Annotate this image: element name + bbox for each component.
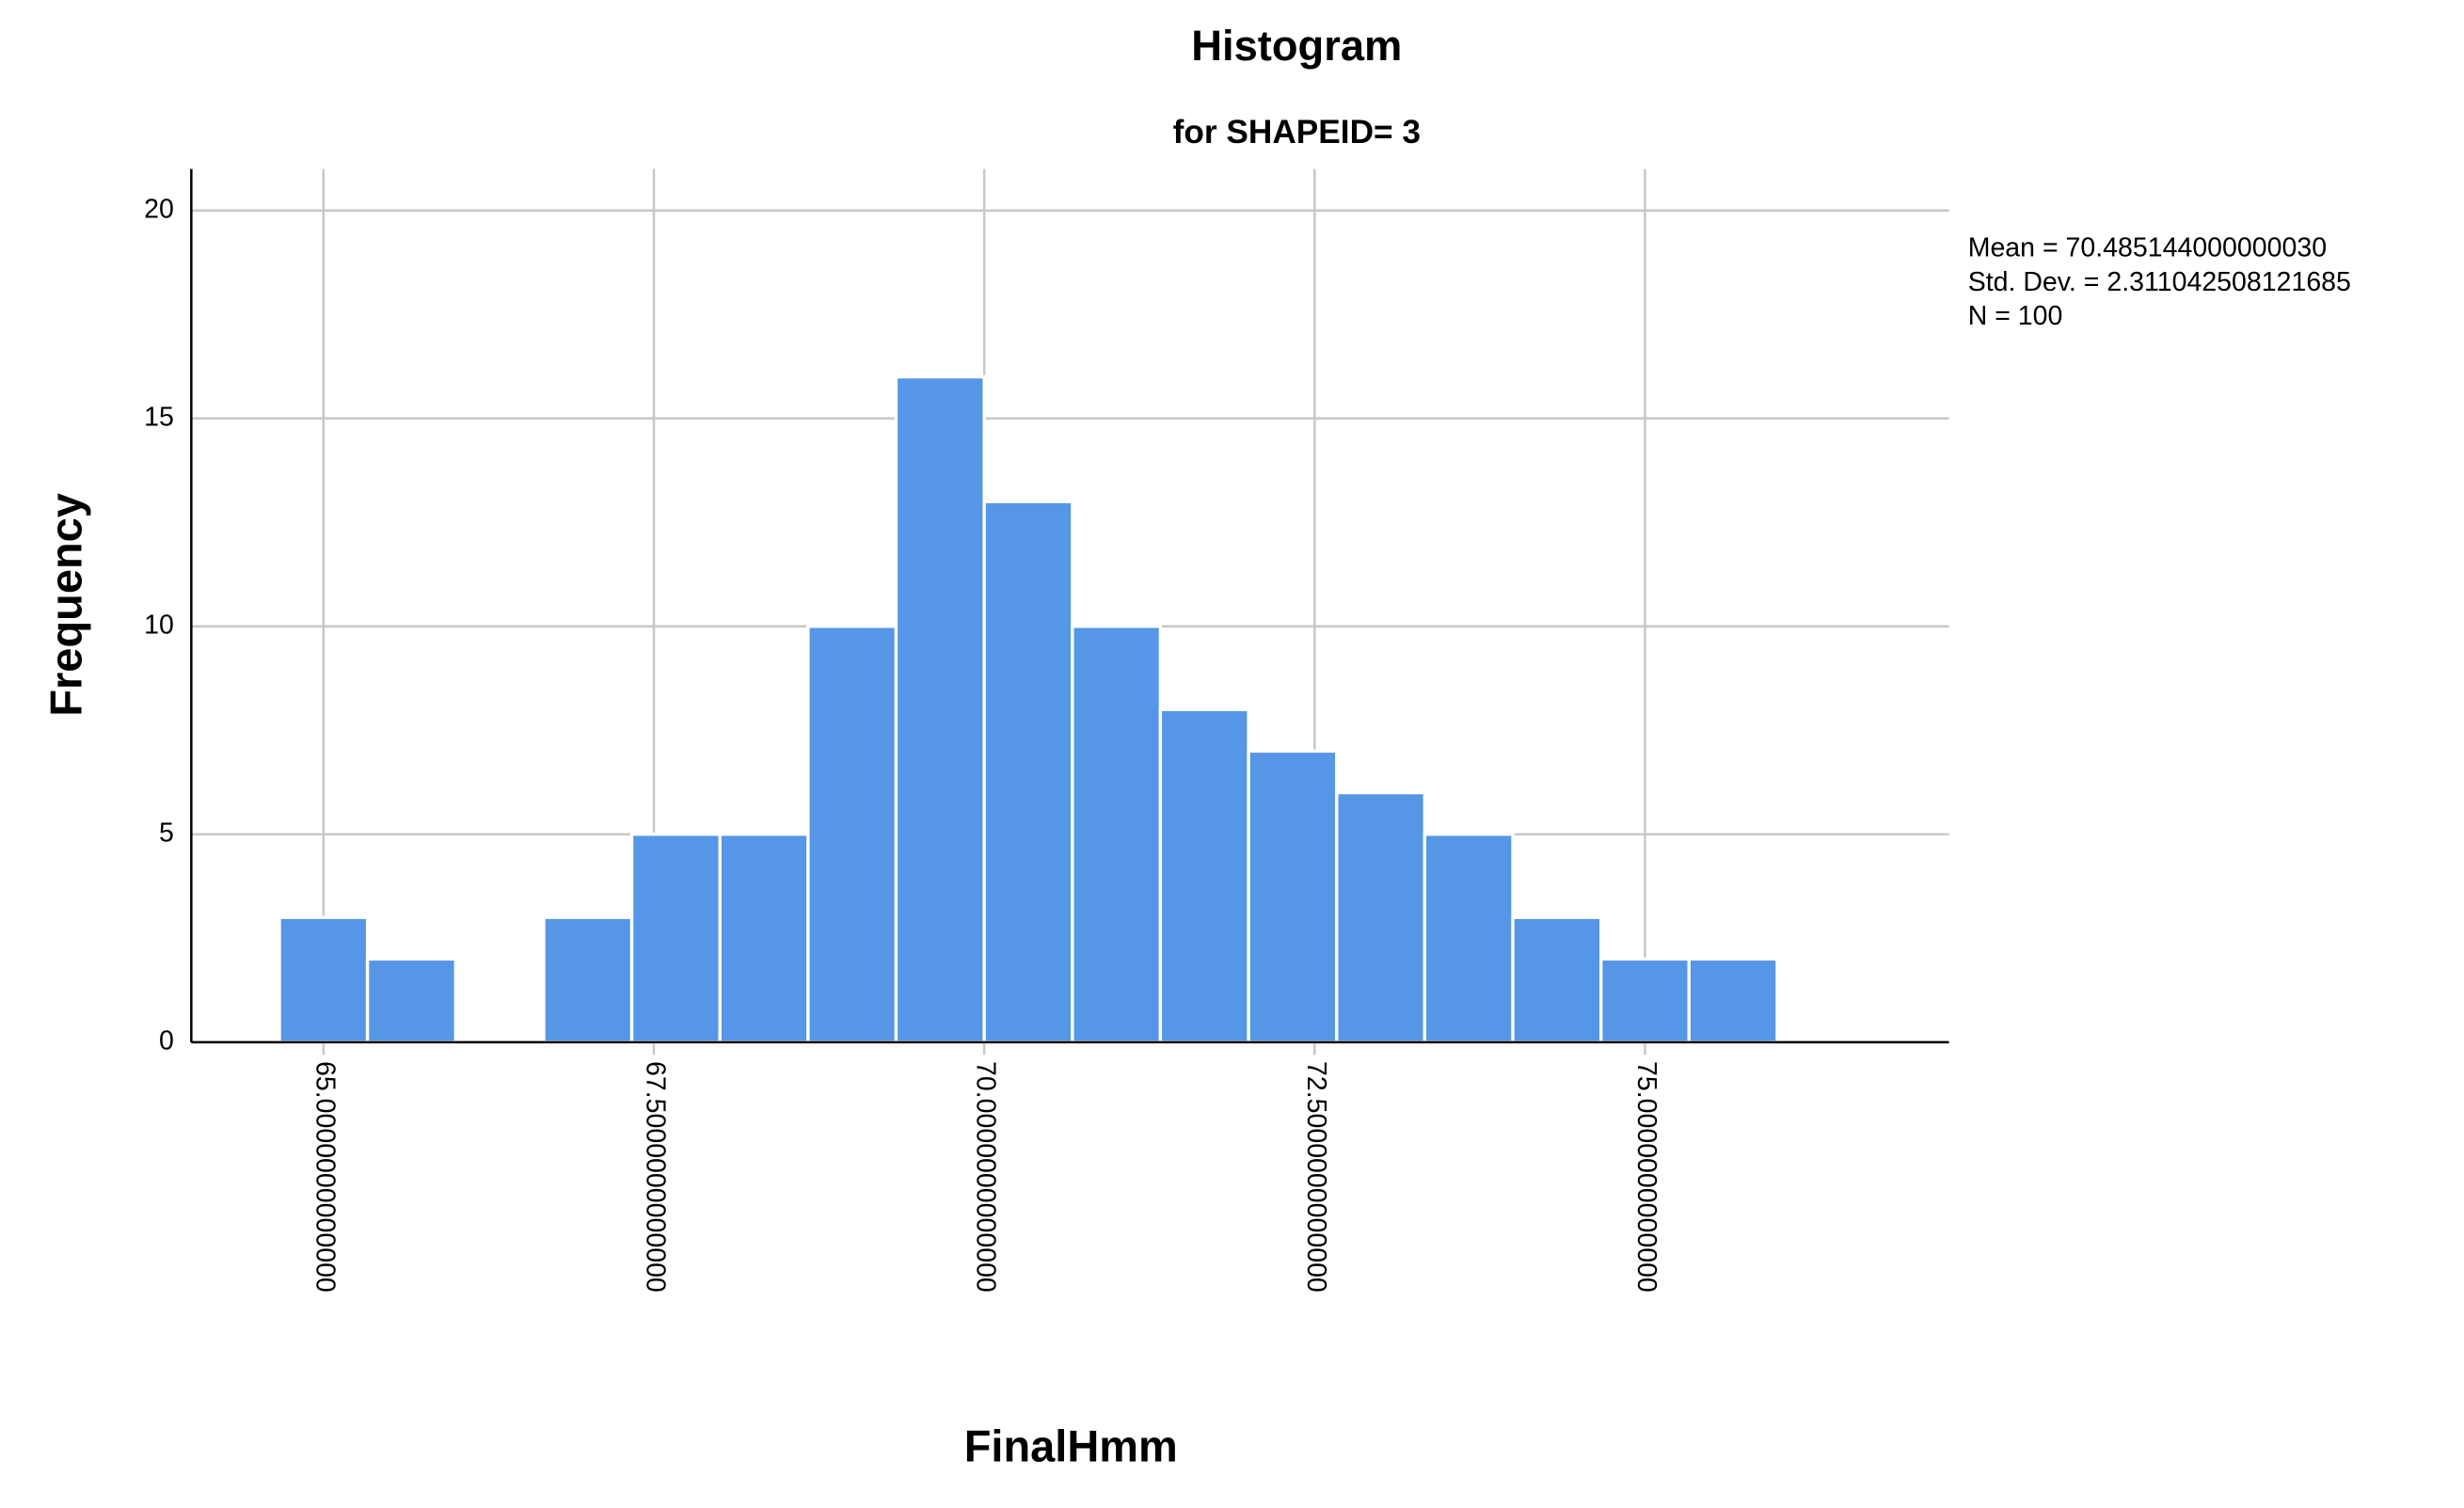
x-tick-label: 72.5000000000000 (1301, 1061, 1331, 1293)
bar (365, 957, 457, 1044)
bar (1247, 749, 1339, 1044)
bar (629, 833, 722, 1044)
chart-title: Histogram (1191, 22, 1402, 70)
y-tick-label: 20 (144, 194, 174, 224)
y-tick-label: 15 (144, 402, 174, 432)
bar (982, 500, 1074, 1044)
y-tick-label: 5 (159, 817, 174, 848)
y-tick-label: 0 (159, 1025, 174, 1056)
bar (1071, 625, 1163, 1044)
bar (1687, 957, 1779, 1044)
bar (1158, 707, 1250, 1044)
bar (1511, 915, 1603, 1044)
x-tick-label: 67.5000000000000 (640, 1061, 670, 1293)
x-tick-label: 75.0000000000000 (1631, 1061, 1661, 1293)
x-tick-label: 70.0000000000000 (971, 1061, 1001, 1293)
y-tick-label: 10 (144, 610, 174, 640)
bar (806, 625, 898, 1044)
stats-annotation: Std. Dev. = 2.311042508121685 (1968, 267, 2351, 297)
stats-annotation: N = 100 (1968, 301, 2063, 331)
bar (1423, 833, 1515, 1044)
bar (718, 833, 810, 1044)
x-axis-label: FinalHmm (964, 1421, 1178, 1470)
chart-subtitle: for SHAPEID= 3 (1173, 114, 1421, 151)
stats-annotation: Mean = 70.485144000000030 (1968, 233, 2327, 263)
x-tick-label: 65.0000000000000 (310, 1061, 340, 1293)
y-axis-label: Frequency (41, 493, 91, 717)
bar (894, 374, 986, 1044)
bar (278, 915, 370, 1044)
bar (1335, 790, 1427, 1044)
bar (542, 915, 634, 1044)
bar (1599, 957, 1691, 1044)
